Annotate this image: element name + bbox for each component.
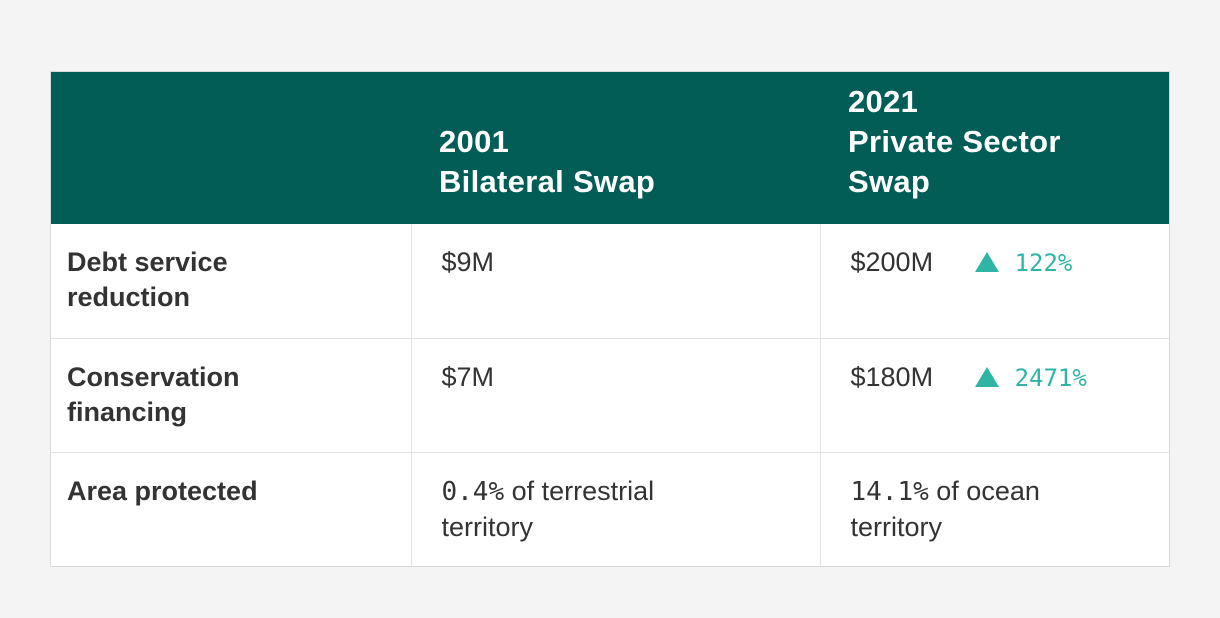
triangle-up-icon (974, 252, 999, 272)
value-2021-text-line2: territory (850, 511, 943, 542)
change-percent: 122% (1014, 249, 1073, 277)
value-2001-text-line2: territory (441, 511, 534, 542)
value-2001-percent: 0.4% (441, 476, 505, 507)
value-2021: $180M (850, 361, 934, 392)
row-label-line2: reduction (67, 282, 191, 312)
comparison-table: 2001 Bilateral Swap 2021 Private Sector … (50, 71, 1170, 567)
header-2021-label-line1: Private Sector (848, 124, 1061, 159)
header-2001-year: 2001 (439, 124, 510, 159)
cell-2021-value: $200M 122% (819, 224, 1169, 338)
row-label-line1: Conservation (67, 361, 240, 392)
value-2001: $7M (441, 361, 495, 392)
value-2021-percent: 14.1% (850, 476, 929, 507)
header-empty-cell (51, 72, 411, 224)
debt-swap-table: 2001 Bilateral Swap 2021 Private Sector … (51, 72, 1169, 566)
header-2021-year: 2021 (848, 84, 919, 119)
table-body: Debt service reduction $9M $200M 122% Co… (51, 224, 1169, 566)
cell-2001-value: $9M (410, 224, 820, 338)
value-2001: $9M (441, 247, 495, 277)
row-label-line2: financing (67, 396, 187, 427)
header-2001-label: Bilateral Swap (439, 164, 656, 199)
cell-2001-value: 0.4% of terrestrial territory (410, 451, 820, 566)
table-row-conservation-financing: Conservation financing $7M $180M 2471% (51, 337, 1169, 452)
value-2001-text: of terrestrial (504, 475, 655, 506)
header-2021-private-sector-swap: 2021 Private Sector Swap (820, 72, 1169, 224)
header-row: 2001 Bilateral Swap 2021 Private Sector … (51, 72, 1169, 224)
table-header: 2001 Bilateral Swap 2021 Private Sector … (51, 72, 1169, 224)
header-2021-label-line2: Swap (848, 164, 931, 199)
row-label: Conservation financing (51, 337, 411, 452)
cell-2001-value: $7M (410, 337, 820, 452)
cell-2021-value: 14.1% of ocean territory (819, 451, 1169, 566)
cell-2021-value: $180M 2471% (819, 337, 1169, 452)
change-percent: 2471% (1014, 363, 1087, 392)
triangle-up-icon (974, 366, 999, 387)
row-label: Area protected (51, 451, 411, 566)
value-2021-text: of ocean (928, 475, 1040, 506)
change-indicator: 2471% (974, 361, 1087, 396)
row-label: Debt service reduction (51, 224, 411, 338)
row-label-line1: Area protected (67, 475, 258, 506)
row-label-line1: Debt service (67, 247, 228, 277)
table-row-area-protected: Area protected 0.4% of terrestrial terri… (51, 451, 1169, 566)
table-row-debt-service: Debt service reduction $9M $200M 122% (51, 224, 1169, 338)
value-2021: $200M (850, 247, 934, 277)
change-indicator: 122% (974, 246, 1073, 281)
header-2001-bilateral-swap: 2001 Bilateral Swap (411, 72, 820, 224)
